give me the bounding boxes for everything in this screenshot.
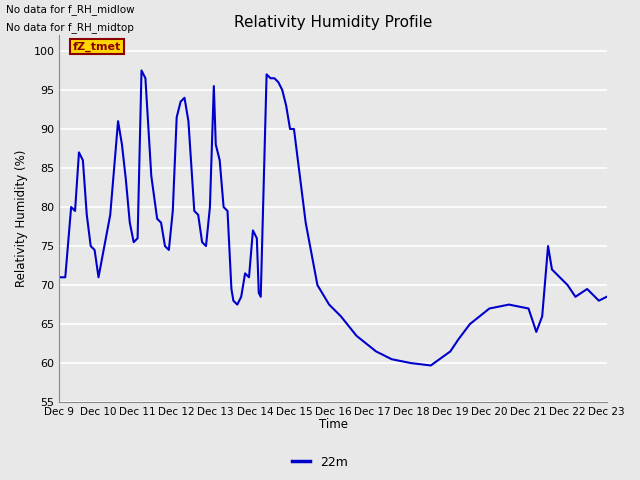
Text: No data for f_RH_midtop: No data for f_RH_midtop [6, 23, 134, 34]
Text: fZ_tmet: fZ_tmet [73, 41, 122, 52]
Text: No data for f_RH_midlow: No data for f_RH_midlow [6, 4, 135, 15]
Title: Relativity Humidity Profile: Relativity Humidity Profile [234, 15, 432, 30]
X-axis label: Time: Time [319, 419, 348, 432]
Y-axis label: Relativity Humidity (%): Relativity Humidity (%) [15, 150, 28, 288]
Legend: 22m: 22m [287, 451, 353, 474]
